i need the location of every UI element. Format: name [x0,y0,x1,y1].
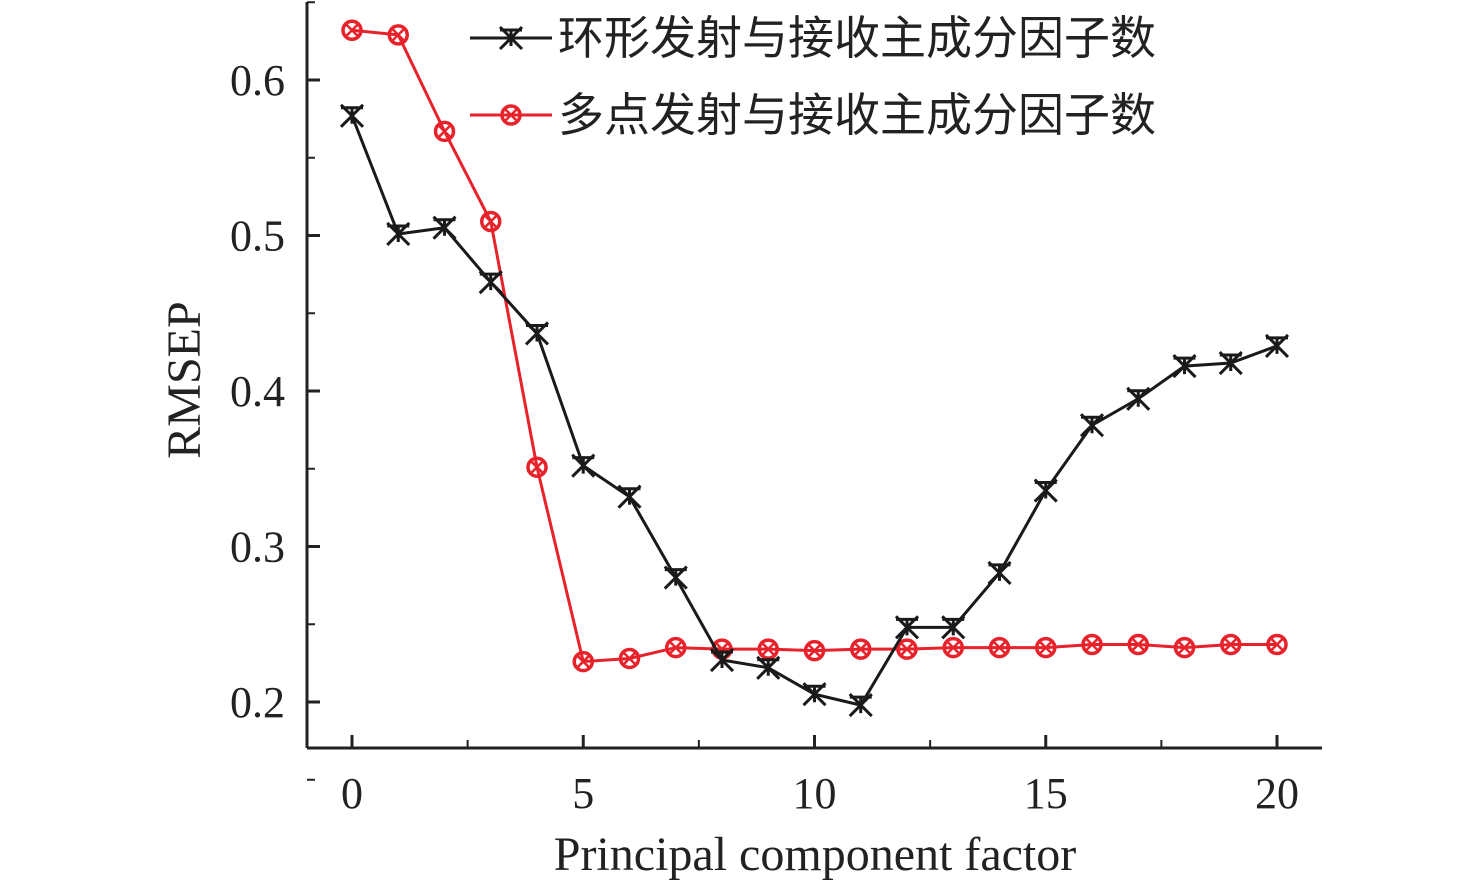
series-layer [339,19,1290,718]
data-point [757,638,779,660]
data-point [478,270,503,295]
data-point [433,120,456,143]
data-point [1079,413,1105,438]
legend-label: 环形发射与接收主成分因子数 [558,11,1156,65]
axes: 0.2 0.3 0.4 0.5 0.6 0 5 10 15 20 [230,1,1322,818]
legend-marker [498,25,524,51]
y-tick-label: 0.5 [230,212,285,261]
data-point [1126,386,1151,411]
data-point [894,615,920,640]
series-ring [339,103,1290,718]
data-point [1033,478,1058,503]
y-tick-label: 0.6 [230,56,285,105]
data-point [572,650,594,673]
data-point [987,560,1012,585]
legend-item: 多点发射与接收主成分因子数 [470,88,1156,142]
data-point [1035,636,1057,659]
data-point [709,647,735,673]
data-point [803,639,826,662]
x-tick-label: 0 [341,769,363,818]
data-point [1218,350,1243,376]
data-point [339,103,365,128]
data-point [1081,633,1103,656]
data-point [665,636,687,659]
data-point [387,24,409,46]
data-point [848,693,873,718]
data-point [896,638,918,660]
x-tick-label: 5 [572,769,594,818]
x-axis-title: Principal component factor [554,828,1077,881]
data-point [386,221,411,247]
data-point [802,682,827,707]
data-point [1127,633,1149,656]
data-point [526,456,548,478]
data-point [571,453,596,478]
data-point [756,655,781,680]
data-point [1264,333,1290,358]
series-multipoint [341,19,1288,673]
data-point [988,636,1011,659]
y-tick-label: 0.2 [230,678,285,727]
data-point [942,636,964,659]
y-tick-label: 0.4 [230,367,285,416]
data-point [1220,633,1242,656]
data-point [1172,354,1197,379]
data-point [663,565,688,590]
data-point [1173,636,1196,659]
x-tick-label: 15 [1024,769,1068,818]
data-point [480,210,502,233]
series-line [350,115,1278,707]
y-tick-label: 0.3 [230,523,285,572]
data-point [341,19,363,41]
legend-label: 多点发射与接收主成分因子数 [558,88,1156,142]
data-point [524,321,550,346]
data-point [617,484,642,509]
data-point [850,638,872,660]
data-point [432,215,457,240]
data-point [618,647,641,670]
data-point [941,615,966,640]
x-tick-label: 20 [1255,769,1299,818]
data-point [1266,633,1288,656]
legend-item: 环形发射与接收主成分因子数 [470,11,1156,65]
x-tick-label: 10 [793,769,837,818]
legend-marker [500,104,522,126]
y-axis-title: RMSEP [158,301,211,458]
